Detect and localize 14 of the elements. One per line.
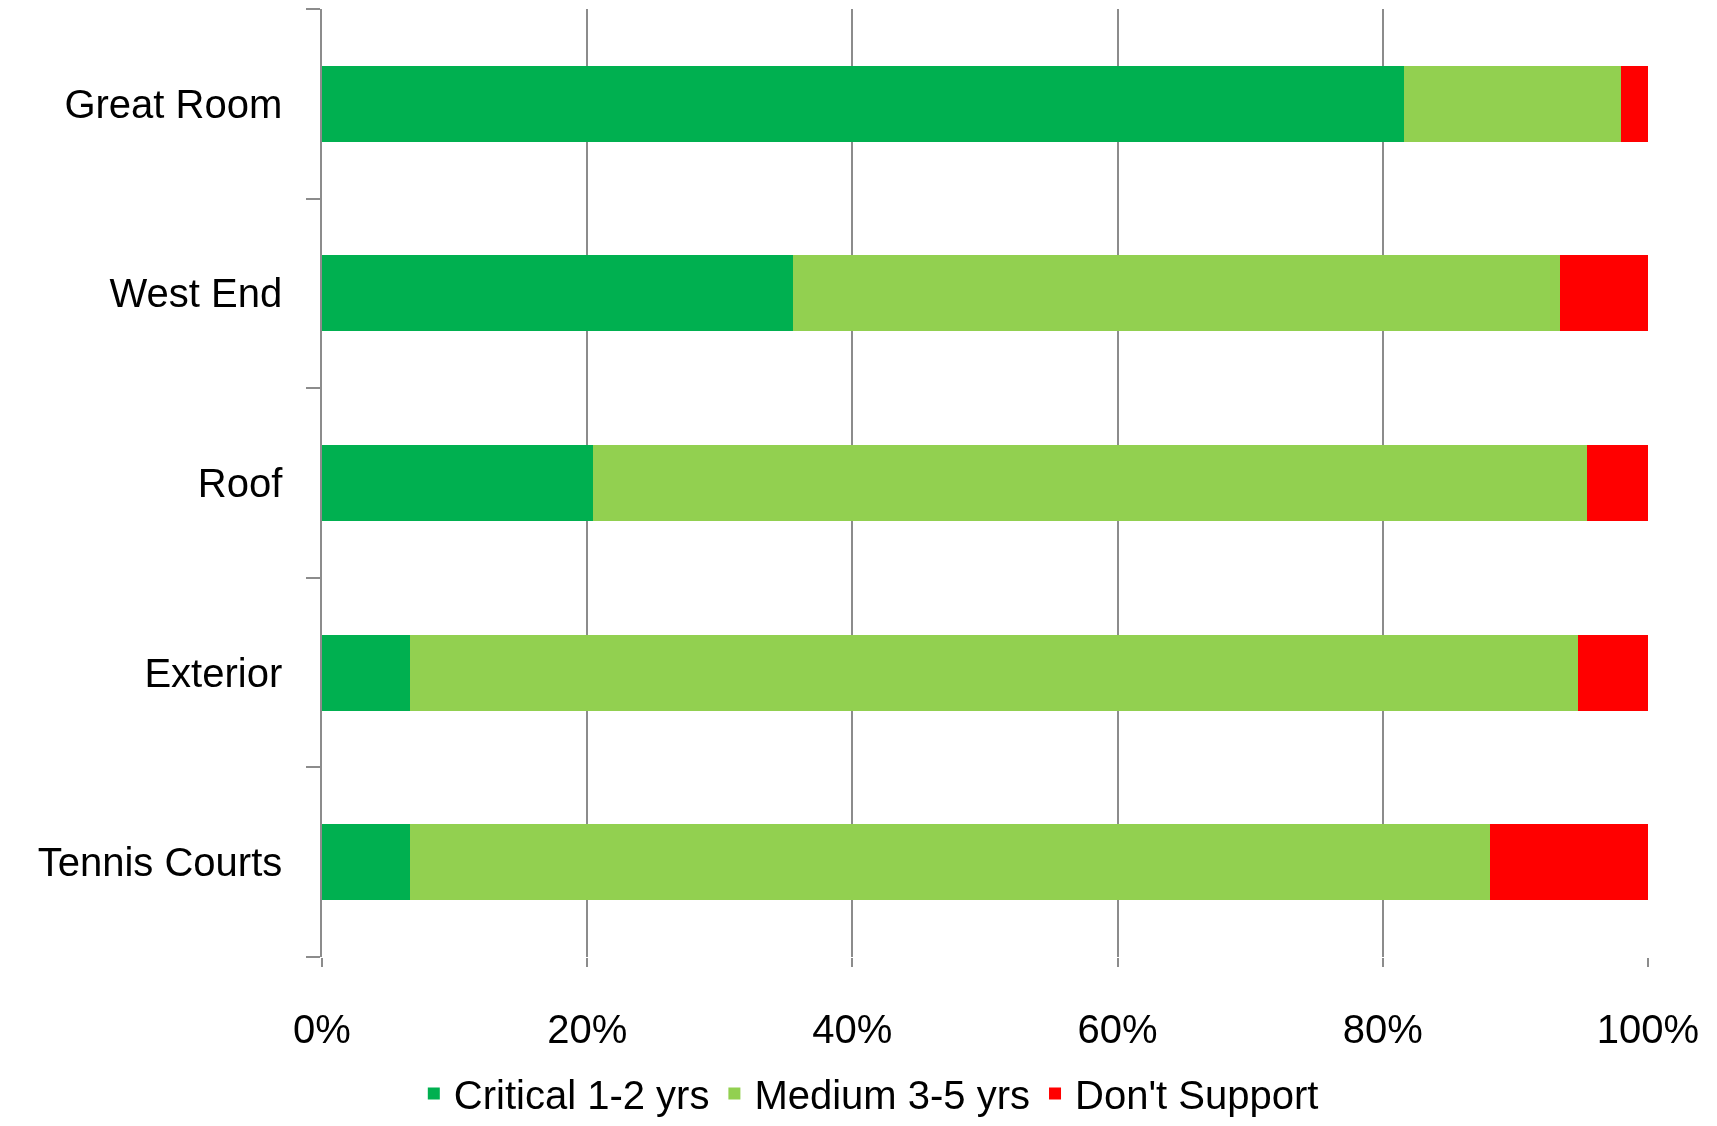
x-tick-label: 40%	[812, 1007, 893, 1051]
legend-label: Don't Support	[1075, 1073, 1319, 1118]
x-tick-label: 0%	[293, 1007, 351, 1051]
x-tick-label: 100%	[1596, 1007, 1700, 1051]
y-tick-label: Tennis Courts	[37, 840, 283, 885]
y-tick-label: Roof	[197, 461, 284, 505]
x-tick-label: 80%	[1342, 1007, 1423, 1051]
legend-label: Medium 3-5 yrs	[754, 1073, 1031, 1118]
x-tick-label: 60%	[1077, 1007, 1158, 1051]
y-tick-label: Great Room	[64, 81, 283, 126]
x-tick-label: 20%	[547, 1007, 628, 1051]
y-tick-label: West End	[109, 271, 283, 316]
y-tick-label: Exterior	[144, 650, 283, 695]
legend-label: Critical 1-2 yrs	[453, 1073, 710, 1118]
